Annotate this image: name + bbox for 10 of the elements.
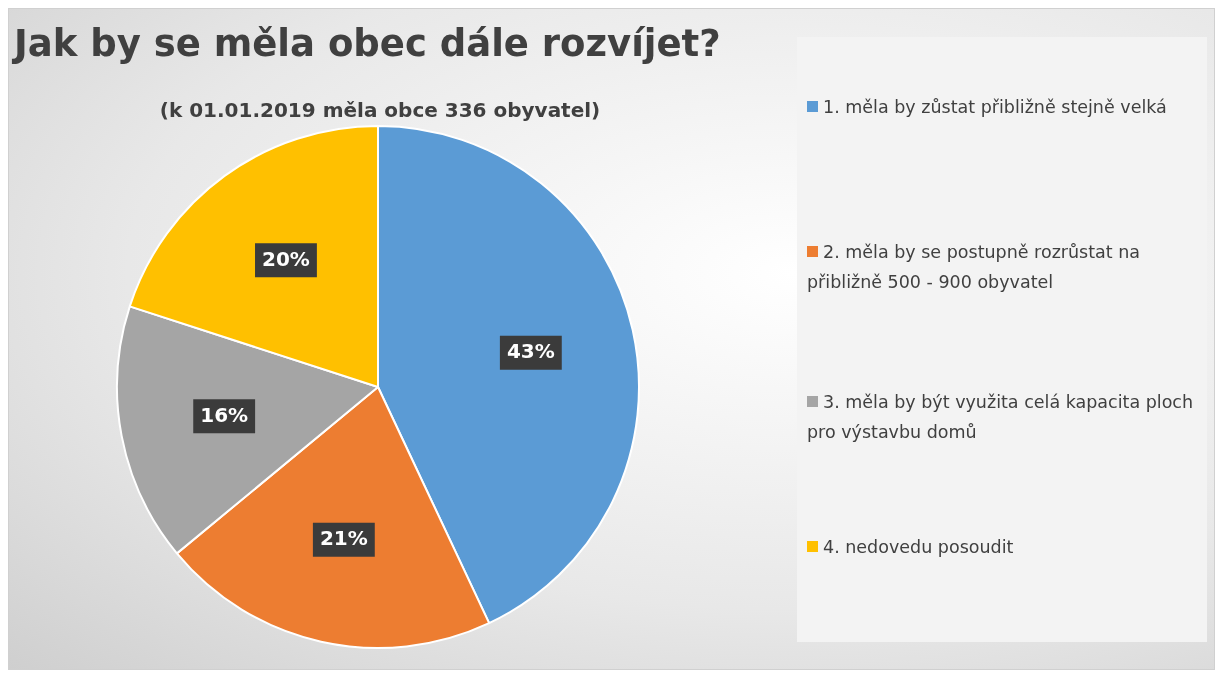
chart-subtitle: (k 01.01.2019 měla obce 336 obyvatel) xyxy=(158,98,602,122)
legend-label: 3. měla by být využita celá kapacita ploch pro výstavbu domů xyxy=(807,391,1195,444)
legend-label: 2. měla by se postupně rozrůstat na přibližně 500 - 900 obyvatel xyxy=(807,241,1142,294)
chart-title: Jak by se měla obec dále rozvíjet? xyxy=(14,22,721,65)
legend-label: 4. nedovedu posoudit xyxy=(822,536,1015,559)
data-label: 43% xyxy=(506,339,555,364)
legend-label: 1. měla by zůstat přibližně stejně velká xyxy=(822,96,1168,119)
data-label: 16% xyxy=(200,402,249,427)
data-label: 20% xyxy=(262,246,310,271)
data-label: 21% xyxy=(319,526,368,551)
